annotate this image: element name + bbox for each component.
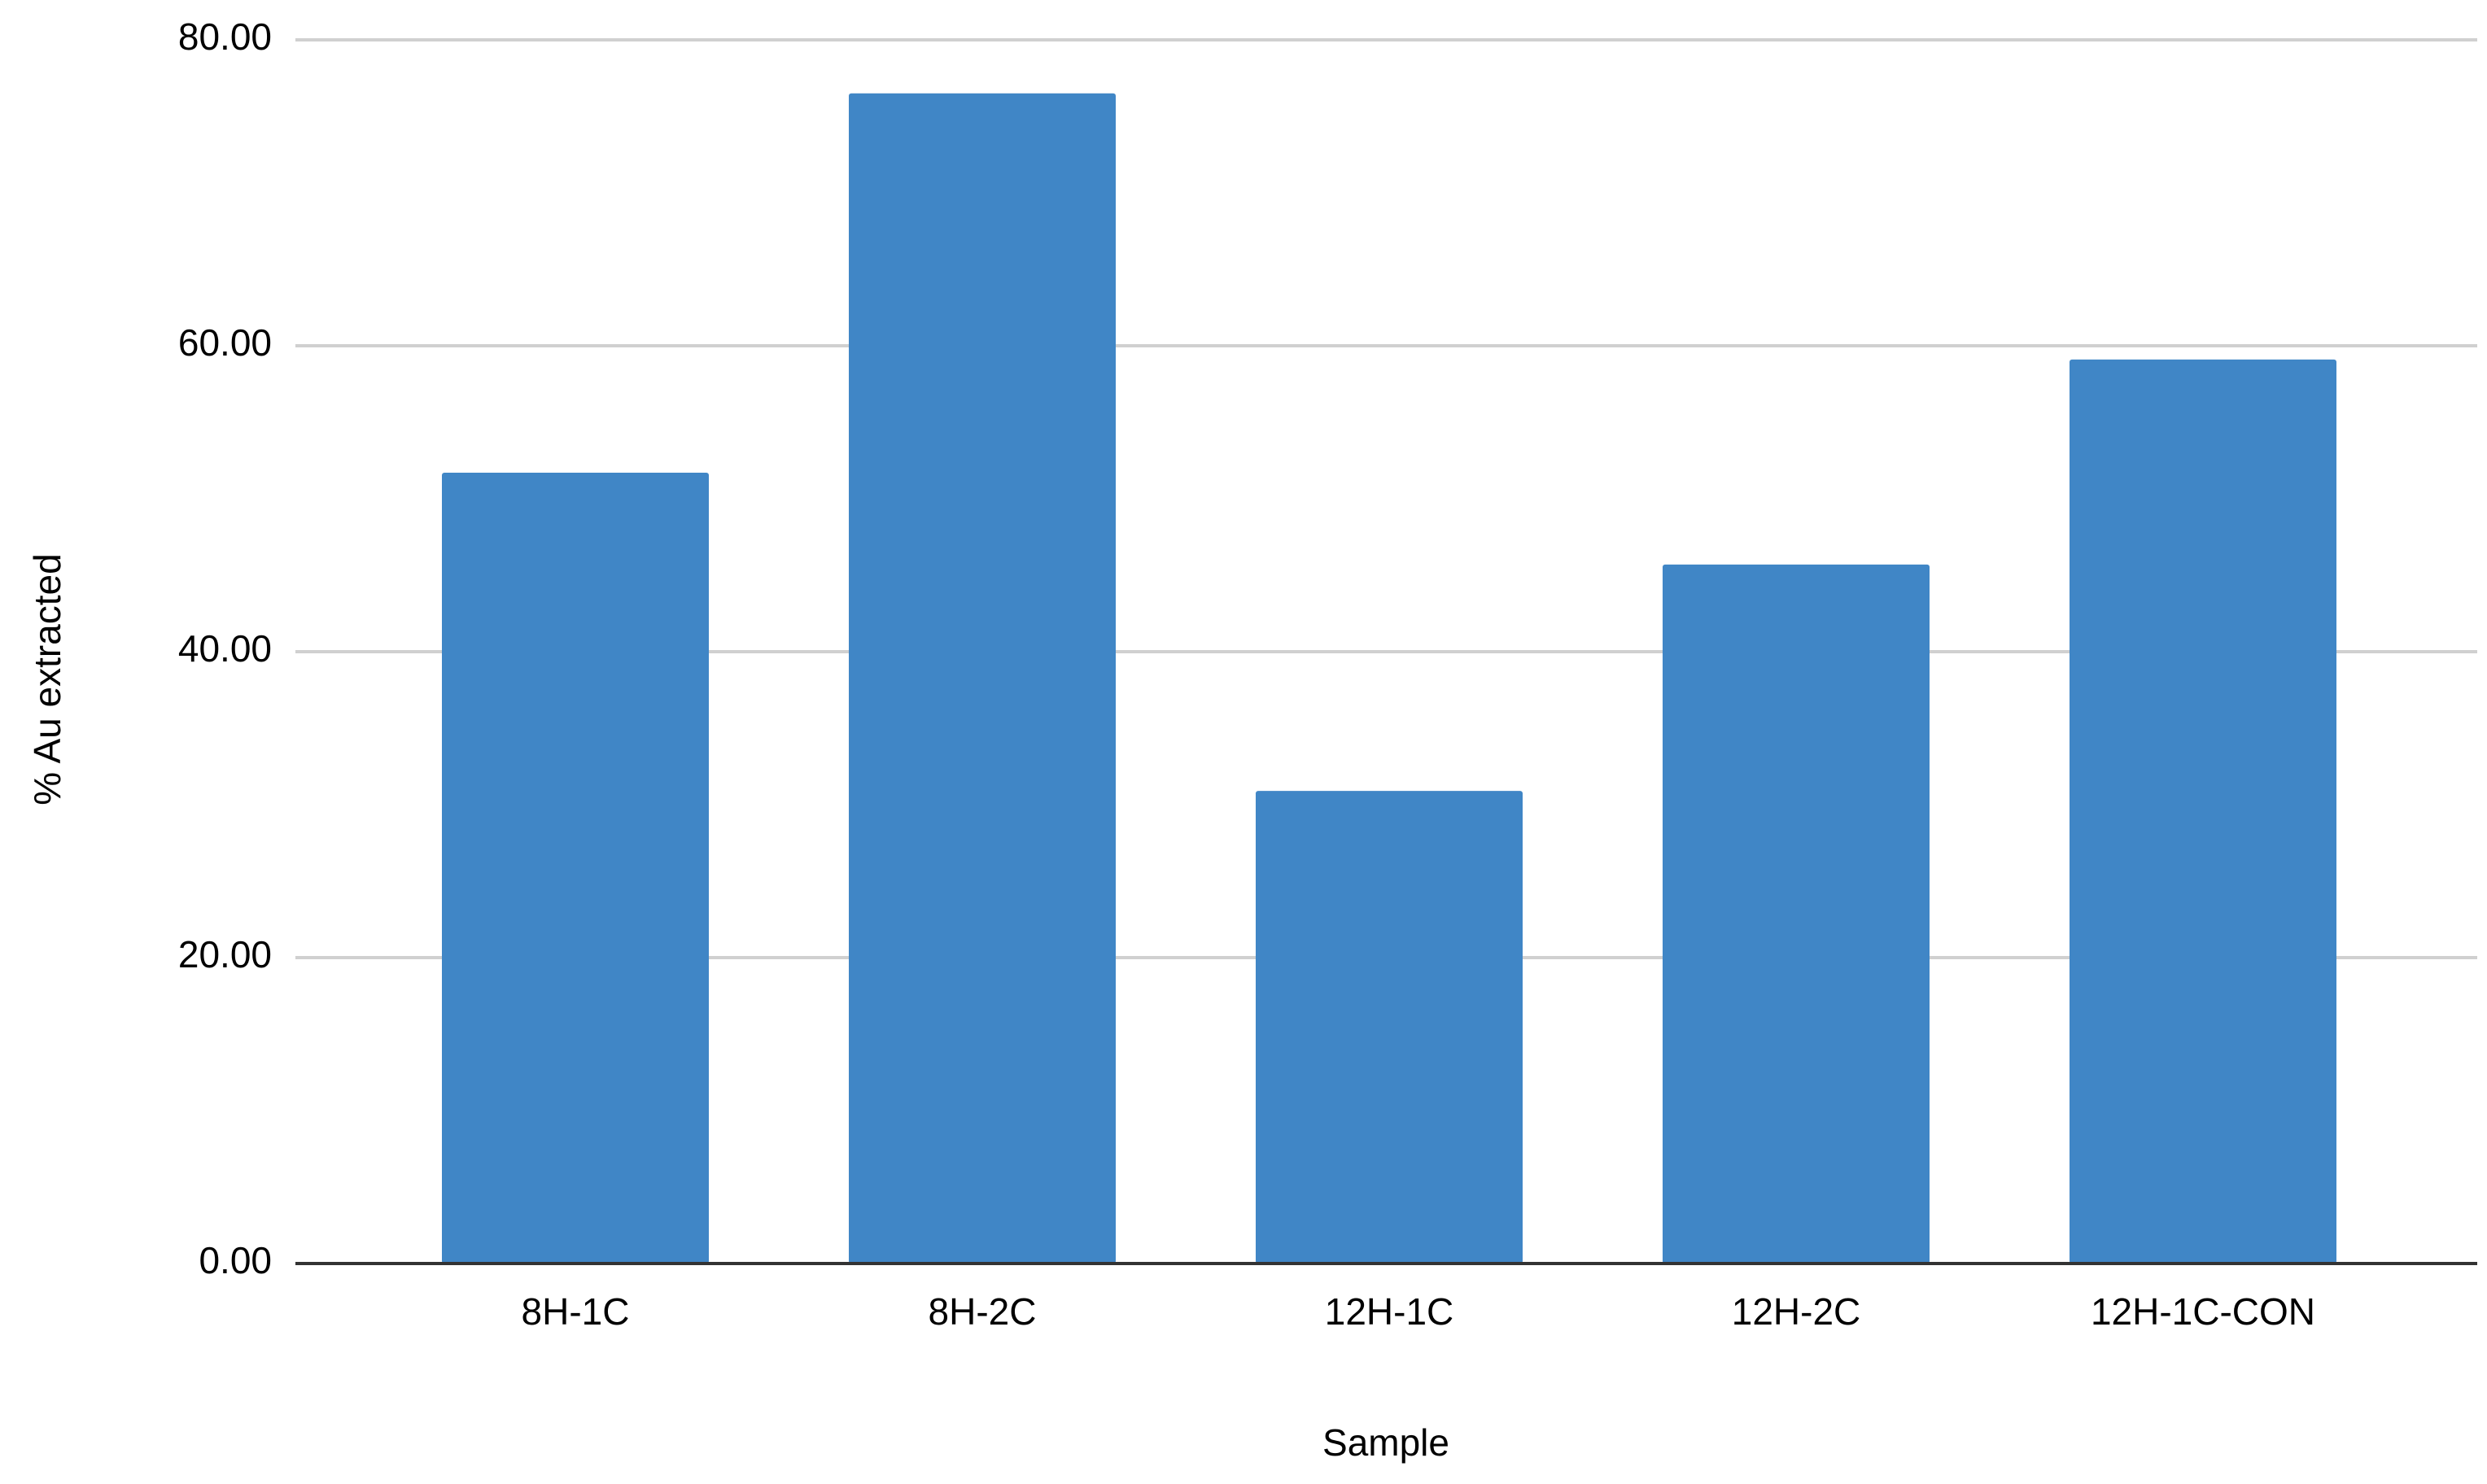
x-tick-label: 8H-2C: [929, 1290, 1037, 1333]
bar: [2070, 359, 2336, 1264]
x-tick-label: 12H-1C-CON: [2091, 1290, 2315, 1333]
y-axis-title: % Au extracted: [26, 553, 68, 805]
x-tick-label: 8H-1C: [522, 1290, 630, 1333]
y-tick-label: 40.00: [178, 627, 272, 670]
y-tick-label: 80.00: [178, 15, 272, 58]
bar: [1256, 791, 1523, 1264]
bar: [442, 473, 709, 1264]
x-axis-title: Sample: [1322, 1421, 1449, 1464]
x-tick-label: 12H-1C: [1325, 1290, 1454, 1333]
y-tick-label: 0.00: [199, 1239, 272, 1281]
y-tick-label: 60.00: [178, 321, 272, 364]
y-tick-label: 20.00: [178, 933, 272, 976]
bar: [1663, 564, 1930, 1264]
bar: [849, 93, 1116, 1264]
x-tick-label: 12H-2C: [1732, 1290, 1861, 1333]
